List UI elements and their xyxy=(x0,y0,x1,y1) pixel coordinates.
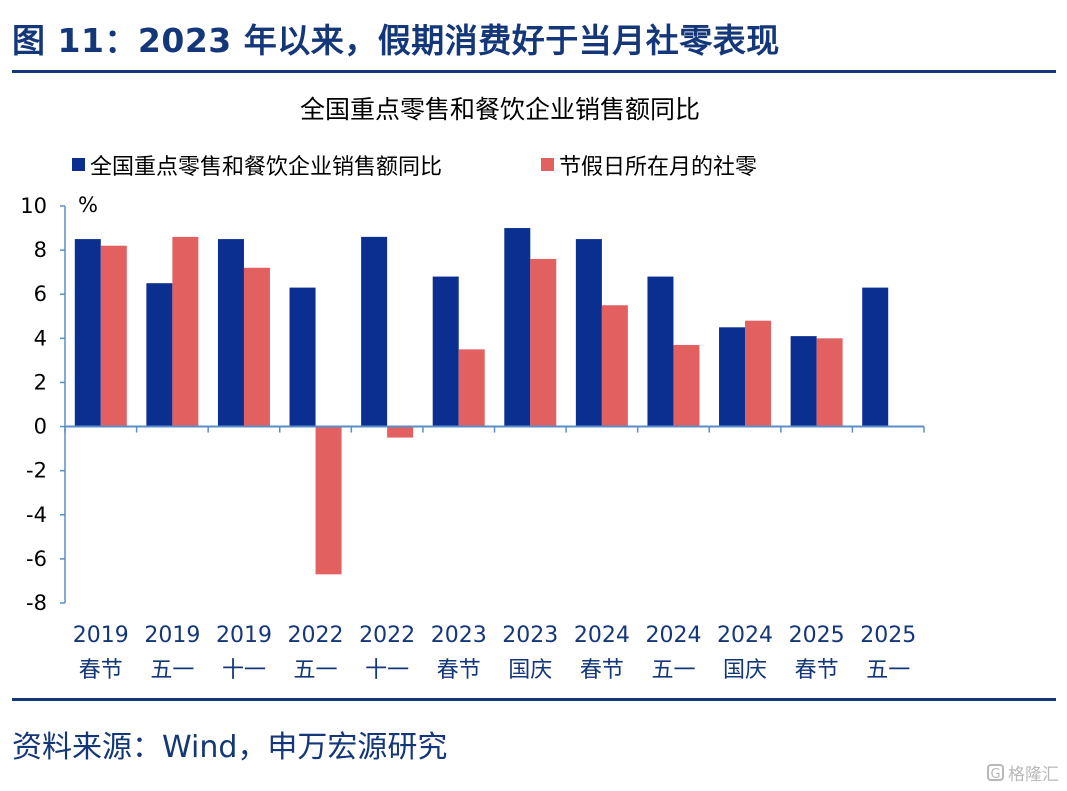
bar-series-1 xyxy=(74,239,101,427)
bar-series-2 xyxy=(601,305,628,427)
x-category-year-label: 2024 xyxy=(574,623,630,648)
x-category-year-label: 2025 xyxy=(789,623,845,648)
y-axis-unit: % xyxy=(78,193,98,217)
bar-series-1 xyxy=(862,287,889,427)
legend-label-series-2: 节假日所在月的社零 xyxy=(559,155,757,180)
chart-legend: 全国重点零售和餐饮企业销售额同比 节假日所在月的社零 xyxy=(72,155,757,180)
bar-series-1 xyxy=(361,236,388,427)
x-category-holiday-label: 春节 xyxy=(437,658,481,683)
y-tick-label: 0 xyxy=(34,415,47,439)
bar-series-1 xyxy=(432,276,459,427)
y-tick-label: 4 xyxy=(34,326,47,350)
x-category-year-label: 2022 xyxy=(359,623,415,648)
x-category-year-label: 2019 xyxy=(144,623,200,648)
y-tick-label: 2 xyxy=(34,370,47,394)
watermark-text: 格隆汇 xyxy=(1008,765,1059,785)
legend-swatch-series-2 xyxy=(541,158,554,171)
x-category-year-label: 2023 xyxy=(431,623,487,648)
x-category-holiday-label: 春节 xyxy=(79,658,123,683)
x-category-year-label: 2023 xyxy=(502,623,558,648)
bar-series-1 xyxy=(217,239,244,427)
x-category-holiday-label: 五一 xyxy=(651,658,695,683)
gelonghui-logo-icon: G xyxy=(987,764,1004,782)
x-category-holiday-label: 五一 xyxy=(294,658,338,683)
y-tick-label: -4 xyxy=(26,503,47,527)
x-category-holiday-label: 春节 xyxy=(795,658,839,683)
y-tick-label: 10 xyxy=(20,194,47,218)
x-category-holiday-label: 五一 xyxy=(866,658,910,683)
figure-title: 图 11：2023 年以来，假期消费好于当月社零表现 xyxy=(12,21,780,60)
source-note: 资料来源：Wind，申万宏源研究 xyxy=(12,730,448,765)
x-category-year-label: 2024 xyxy=(645,623,701,648)
y-tick-label: -6 xyxy=(26,547,47,571)
x-category-holiday-label: 国庆 xyxy=(723,658,767,683)
x-category-holiday-label: 国庆 xyxy=(508,658,552,683)
bottom-divider xyxy=(12,698,1056,701)
x-category-holiday-label: 春节 xyxy=(580,658,624,683)
bar-series-2 xyxy=(387,426,414,438)
bar-series-1 xyxy=(647,276,674,427)
legend-label-series-1: 全国重点零售和餐饮企业销售额同比 xyxy=(90,155,442,180)
top-divider xyxy=(12,70,1056,73)
bar-series-1 xyxy=(575,239,602,427)
chart-title: 全国重点零售和餐饮企业销售额同比 xyxy=(300,95,700,124)
bar-series-2 xyxy=(673,344,700,427)
bar-series-1 xyxy=(790,336,817,427)
x-category-holiday-label: 十一 xyxy=(222,658,266,683)
bar-series-1 xyxy=(289,287,316,427)
bar-series-2 xyxy=(458,349,485,427)
watermark: G 格隆汇 xyxy=(987,760,1059,785)
legend-swatch-series-1 xyxy=(72,158,85,171)
x-category-holiday-label: 十一 xyxy=(365,658,409,683)
bar-series-1 xyxy=(719,327,746,427)
x-category-year-label: 2019 xyxy=(73,623,129,648)
bar-series-2 xyxy=(315,426,342,575)
x-category-year-label: 2024 xyxy=(717,623,773,648)
x-category-year-label: 2019 xyxy=(216,623,272,648)
x-category-year-label: 2025 xyxy=(860,623,916,648)
bar-series-1 xyxy=(146,283,173,427)
bar-series-1 xyxy=(504,228,531,427)
y-tick-label: -2 xyxy=(26,459,47,483)
bar-series-2 xyxy=(172,236,199,427)
x-category-year-label: 2022 xyxy=(288,623,344,648)
x-category-holiday-label: 五一 xyxy=(150,658,194,683)
y-tick-label: 8 xyxy=(34,238,47,262)
bar-series-2 xyxy=(100,245,127,427)
bar-series-2 xyxy=(243,267,270,427)
bar-series-2 xyxy=(530,258,557,427)
y-tick-label: -8 xyxy=(26,591,47,615)
plot-area: 10 8 6 4 2 0 -2 -4 -6 -8 2019 春节 2019 五一 2019 十一 2022 五一 2… xyxy=(20,194,925,683)
bar-series-2 xyxy=(816,338,843,427)
bar-series-2 xyxy=(745,320,772,427)
y-tick-label: 6 xyxy=(34,282,47,306)
